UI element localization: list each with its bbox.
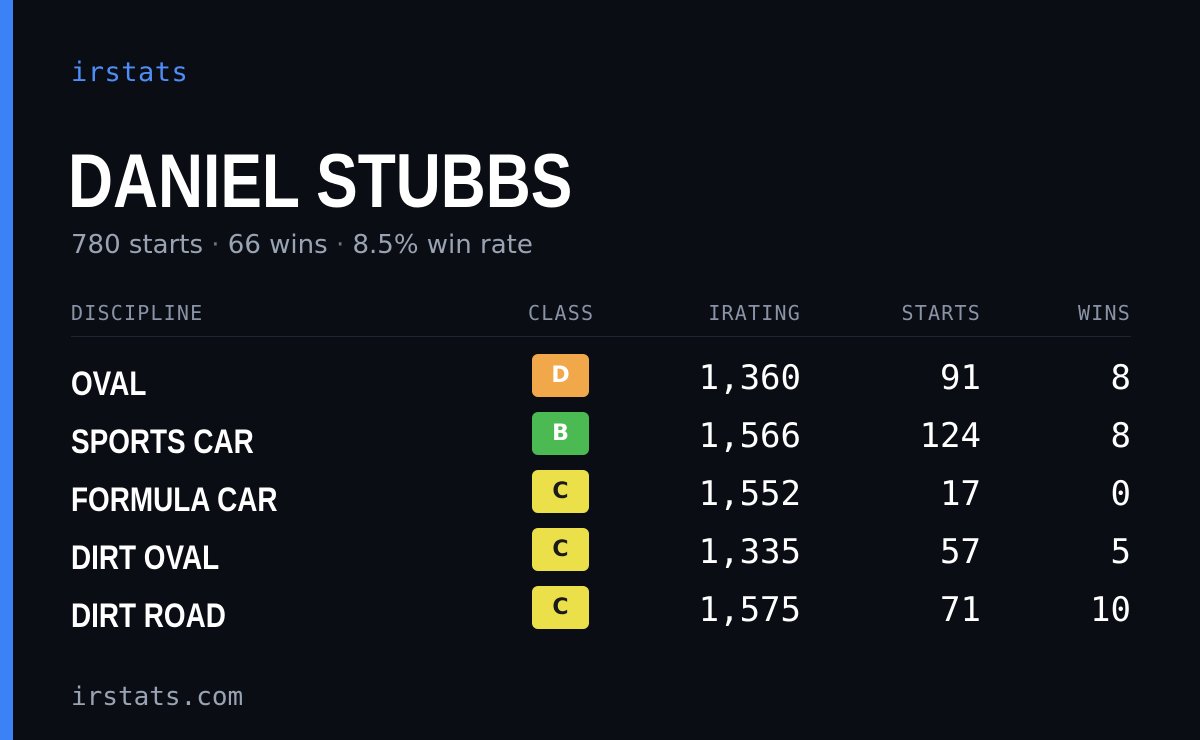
column-header-discipline: DISCIPLINE <box>71 301 204 325</box>
win-rate: 8.5% win rate <box>352 230 533 260</box>
column-header-class: CLASS <box>528 301 595 325</box>
table-row: FORMULA CAR C 1,552 17 0 <box>71 468 1131 526</box>
column-header-irating: IRATING <box>708 301 801 325</box>
starts-value: 57 <box>940 532 981 572</box>
starts-value: 91 <box>940 358 981 398</box>
discipline-name: OVAL <box>71 365 147 403</box>
irating-value: 1,566 <box>698 416 801 456</box>
total-starts: 780 starts <box>71 230 203 260</box>
table-row: DIRT OVAL C 1,335 57 5 <box>71 526 1131 584</box>
wins-value: 0 <box>1110 474 1131 514</box>
starts-value: 71 <box>940 590 981 630</box>
irating-value: 1,575 <box>698 590 801 630</box>
table-row: OVAL D 1,360 91 8 <box>71 352 1131 410</box>
discipline-name: SPORTS CAR <box>71 423 254 461</box>
wins-value: 8 <box>1110 416 1131 456</box>
wins-value: 10 <box>1090 590 1131 630</box>
discipline-table: OVAL D 1,360 91 8 SPORTS CAR B 1,566 124… <box>71 352 1131 642</box>
license-class-badge: C <box>532 470 589 513</box>
discipline-name: FORMULA CAR <box>71 481 278 519</box>
discipline-name: DIRT ROAD <box>71 597 226 635</box>
table-row: DIRT ROAD C 1,575 71 10 <box>71 584 1131 642</box>
table-row: SPORTS CAR B 1,566 124 8 <box>71 410 1131 468</box>
summary-separator: · <box>211 230 220 260</box>
brand-logo-text: irstats <box>71 57 189 88</box>
license-class-badge: D <box>532 354 589 397</box>
starts-value: 17 <box>940 474 981 514</box>
driver-summary: 780 starts · 66 wins · 8.5% win rate <box>71 228 533 262</box>
license-class-badge: C <box>532 528 589 571</box>
wins-value: 8 <box>1110 358 1131 398</box>
irating-value: 1,360 <box>698 358 801 398</box>
driver-name: DANIEL STUBBS <box>68 139 573 224</box>
license-class-badge: B <box>532 412 589 455</box>
starts-value: 124 <box>919 416 981 456</box>
accent-bar <box>0 0 13 740</box>
license-class-badge: C <box>532 586 589 629</box>
summary-separator: · <box>335 230 345 260</box>
discipline-name: DIRT OVAL <box>71 539 220 577</box>
column-header-wins: WINS <box>1078 301 1131 325</box>
footer-site-url: irstats.com <box>71 682 244 712</box>
irating-value: 1,335 <box>698 532 801 572</box>
column-header-starts: STARTS <box>901 301 981 325</box>
table-header: DISCIPLINE CLASS IRATING STARTS WINS <box>71 300 1131 337</box>
total-wins: 66 wins <box>227 230 328 260</box>
irating-value: 1,552 <box>698 474 801 514</box>
wins-value: 5 <box>1110 532 1131 572</box>
